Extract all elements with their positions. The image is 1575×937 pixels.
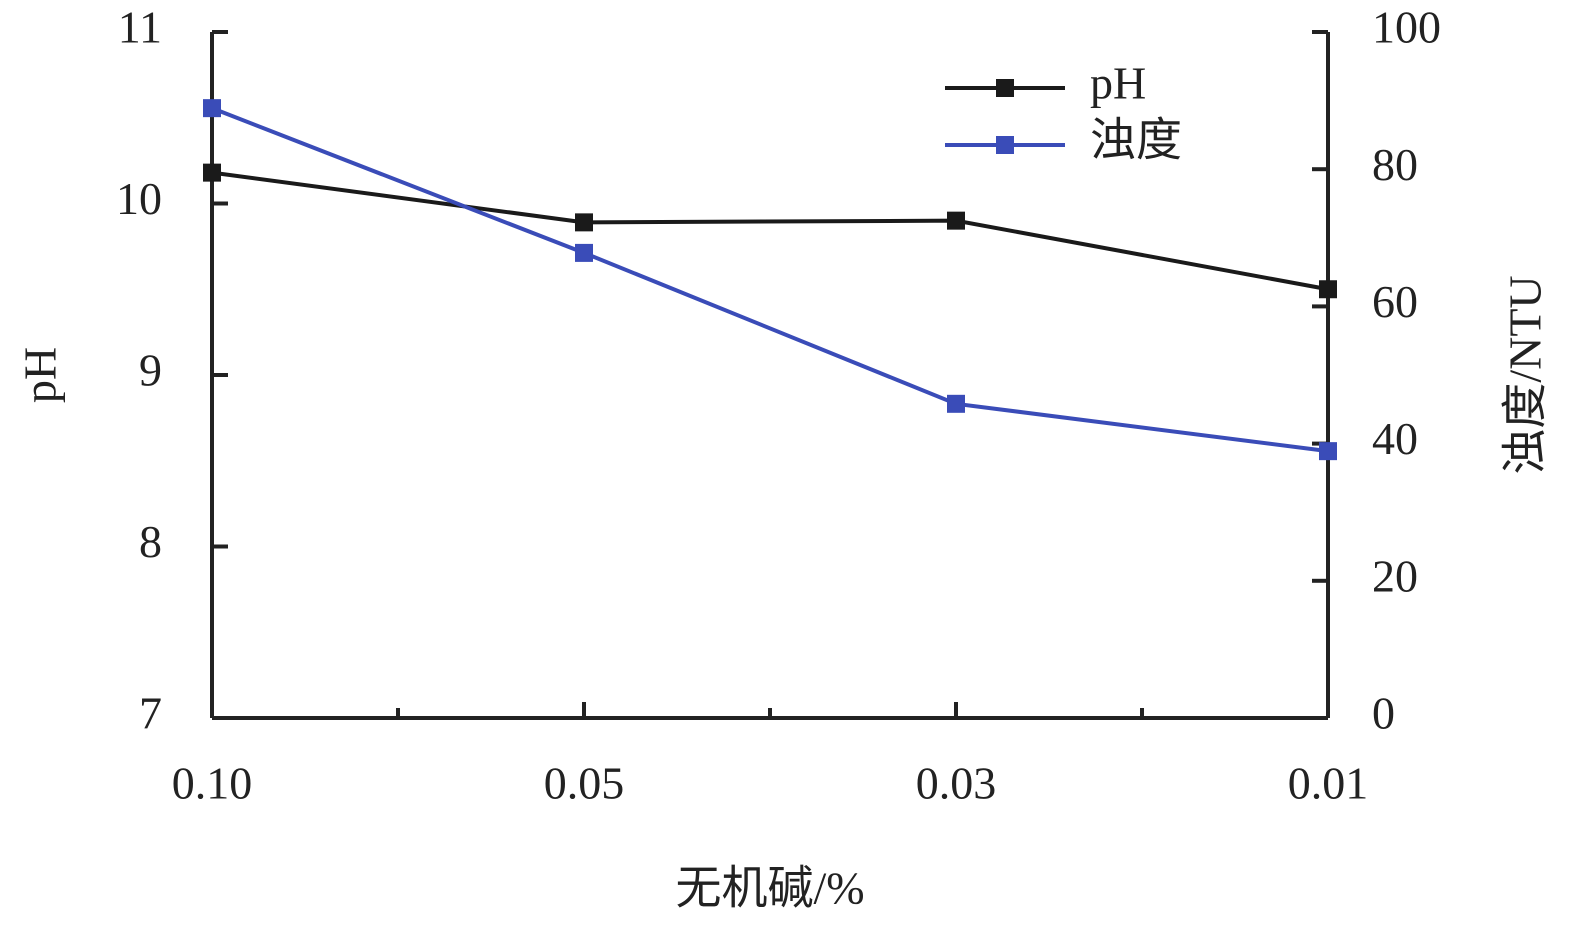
marker <box>203 99 221 118</box>
marker <box>1319 442 1337 461</box>
marker <box>1319 280 1337 299</box>
marker <box>203 163 221 182</box>
series-line <box>211 106 1329 454</box>
legend-label: pH <box>1090 58 1146 109</box>
legend-marker <box>996 136 1014 154</box>
y2-tick-label: 0 <box>1372 688 1395 739</box>
y2-tick-label: 20 <box>1372 550 1418 601</box>
y-tick-label: 10 <box>116 173 162 224</box>
x-tick-label: 0.03 <box>916 758 997 809</box>
y-tick-label: 7 <box>139 688 162 739</box>
marker <box>947 211 965 230</box>
x-axis-label: 无机碱/% <box>675 863 864 914</box>
legend-marker <box>996 79 1014 97</box>
y2-tick-label: 40 <box>1372 413 1418 464</box>
y-axis-label: pH <box>15 347 66 403</box>
y2-tick-label: 100 <box>1372 2 1441 53</box>
marker <box>575 213 593 232</box>
legend-label: 浊度 <box>1090 115 1182 166</box>
y-tick-label: 9 <box>139 345 162 396</box>
y-tick-label: 8 <box>139 516 162 567</box>
x-tick-label: 0.01 <box>1288 758 1369 809</box>
marker <box>575 243 593 262</box>
y2-axis-label: 浊度/NTU <box>1500 275 1551 474</box>
x-tick-label: 0.10 <box>172 758 253 809</box>
y-tick-label: 11 <box>118 2 162 53</box>
y2-tick-label: 80 <box>1372 139 1418 190</box>
marker <box>947 394 965 413</box>
y2-tick-label: 60 <box>1372 276 1418 327</box>
series-line <box>211 170 1329 292</box>
x-tick-label: 0.05 <box>544 758 625 809</box>
